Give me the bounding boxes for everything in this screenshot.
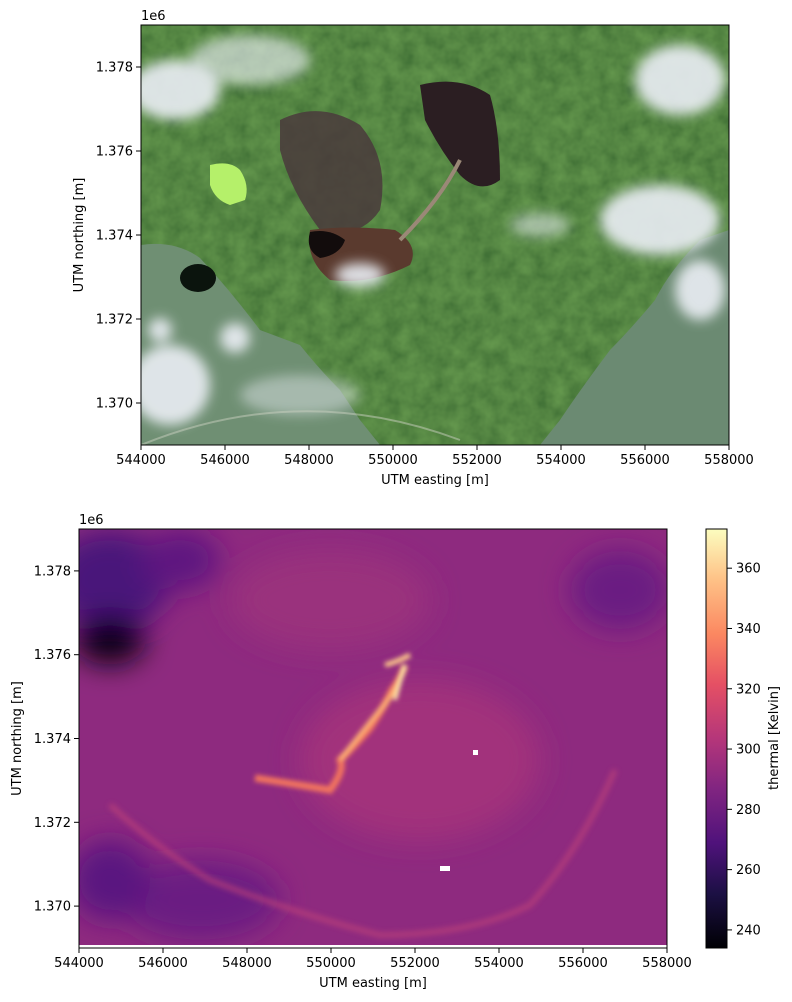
y-tick-label: 1.372: [34, 816, 71, 831]
x-tick-label: 550000: [368, 453, 418, 468]
colorbar-tick-label: 320: [736, 682, 761, 697]
colorbar-ticks: 240 260 280 300 320 340 360: [727, 562, 761, 938]
x-axis-label: UTM easting [m]: [319, 976, 427, 991]
x-tick-label: 548000: [222, 956, 272, 971]
y-tick-label: 1.370: [96, 397, 133, 412]
x-tick-label: 556000: [620, 453, 670, 468]
y-tick-label: 1.374: [34, 732, 71, 747]
colorbar-tick-label: 300: [736, 743, 761, 758]
colorbar-tick-label: 360: [736, 562, 761, 577]
thermal-panel: 544000 546000 548000 550000 552000 554000 5560…: [10, 513, 692, 991]
x-tick-label: 556000: [558, 956, 608, 971]
x-tick-label: 552000: [390, 956, 440, 971]
colorbar-tick-label: 240: [736, 923, 761, 938]
y-axis-label: UTM northing [m]: [72, 178, 87, 293]
x-tick-label: 554000: [536, 453, 586, 468]
rgb-panel: 544000 546000 548000 550000 552000 554000 5560…: [72, 9, 754, 488]
x-tick-label: 558000: [704, 453, 754, 468]
y-tick-label: 1.376: [96, 145, 133, 160]
thermal-axes: 544000 546000 548000 550000 552000 554000 5560…: [10, 513, 692, 991]
y-tick-label: 1.378: [34, 564, 71, 579]
colorbar-tick-label: 260: [736, 863, 761, 878]
x-tick-label: 544000: [116, 453, 166, 468]
colorbar-label: thermal [Kelvin]: [767, 686, 782, 790]
x-tick-label: 552000: [452, 453, 502, 468]
x-tick-label: 554000: [474, 956, 524, 971]
x-tick-label: 558000: [642, 956, 692, 971]
y-tick-label: 1.370: [34, 900, 71, 915]
y-offset-label: 1e6: [79, 513, 104, 528]
x-tick-label: 544000: [54, 956, 104, 971]
rgb-axes: 544000 546000 548000 550000 552000 554000 5560…: [72, 9, 754, 488]
y-axis-label: UTM northing [m]: [10, 681, 25, 796]
y-tick-label: 1.372: [96, 313, 133, 328]
x-tick-label: 548000: [284, 453, 334, 468]
colorbar-tick-label: 280: [736, 803, 761, 818]
y-tick-label: 1.374: [96, 229, 133, 244]
x-axis-label: UTM easting [m]: [381, 473, 489, 488]
thermal-heatmap: [79, 529, 667, 948]
colorbar-gradient: [706, 529, 727, 948]
colorbar-tick-label: 340: [736, 622, 761, 637]
y-tick-label: 1.376: [34, 648, 71, 663]
x-tick-label: 546000: [200, 453, 250, 468]
y-offset-label: 1e6: [141, 9, 166, 24]
x-tick-label: 550000: [306, 956, 356, 971]
x-tick-label: 546000: [138, 956, 188, 971]
y-tick-label: 1.378: [96, 61, 133, 76]
colorbar: 240 260 280 300 320 340 360 thermal [Kelvin]: [705, 528, 782, 949]
rgb-image: [141, 25, 729, 445]
